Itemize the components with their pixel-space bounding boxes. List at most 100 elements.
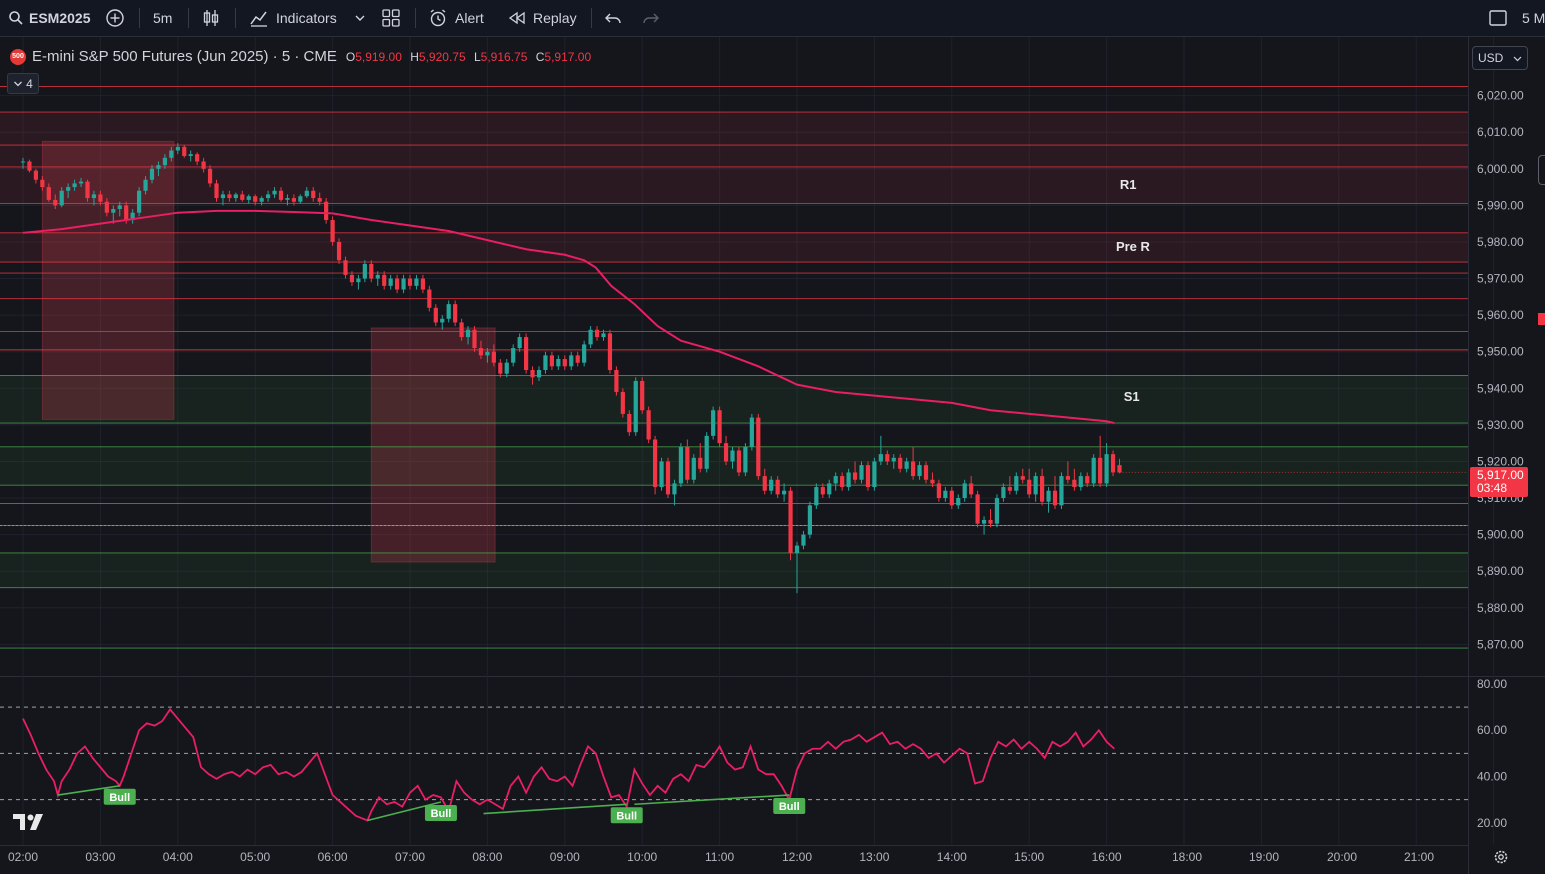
rsi-line [22, 707, 1115, 822]
rsi-pane [0, 677, 1468, 845]
layouts-button[interactable] [381, 0, 401, 36]
candle-body [569, 355, 574, 367]
replay-button[interactable]: Replay [508, 0, 577, 36]
side-panel-handle[interactable] [1538, 155, 1545, 185]
symbol-logo-badge: 500 [10, 48, 26, 65]
candle-body [53, 199, 58, 206]
toolbar-divider [139, 8, 140, 28]
toolbar-divider [591, 8, 592, 28]
candle-body [575, 355, 580, 363]
candle-body [769, 479, 774, 491]
chart-canvas[interactable]: Bull Bull Bull Bull 6,020.00 6,010.00 6,000.00… [0, 37, 1545, 874]
time-axis-label: 19:00 [1249, 850, 1279, 864]
candle-body [717, 410, 722, 444]
candle-body [885, 454, 890, 462]
candle-body [678, 446, 683, 484]
undo-button[interactable] [604, 0, 622, 36]
candle-body [27, 161, 32, 171]
candle-body [711, 410, 716, 436]
indicators-button[interactable]: Indicators [249, 0, 337, 36]
candle-body [349, 274, 355, 283]
zone-support [0, 375, 1468, 424]
tradingview-logo[interactable] [12, 812, 46, 838]
chart-type-button[interactable] [201, 0, 221, 36]
candle-body [472, 329, 477, 349]
candle-body [491, 351, 496, 363]
candle-body [240, 194, 245, 200]
toolbar-divider [415, 8, 416, 28]
compare-symbol-button[interactable] [105, 0, 125, 36]
candle-body [304, 190, 309, 197]
candle-body [672, 483, 677, 495]
candle-body [601, 333, 606, 338]
alert-label: Alert [455, 10, 484, 26]
chart-area[interactable]: Bull Bull Bull Bull 6,020.00 6,010.00 6,000.00… [0, 37, 1545, 874]
time-axis-label: 04:00 [163, 850, 193, 864]
candle-body [865, 465, 871, 488]
candle-body [311, 190, 316, 199]
candle-body [620, 391, 625, 414]
candle-body [182, 146, 187, 156]
time-axis-label: 21:00 [1404, 850, 1434, 864]
candle-body [988, 519, 993, 524]
indicators-dropdown-button[interactable] [354, 0, 366, 36]
bull-label: Bull [109, 792, 130, 804]
candle-body [227, 194, 232, 199]
candle-body [840, 476, 845, 488]
candle-body [788, 490, 793, 553]
time-axis-label: 08:00 [472, 850, 502, 864]
redo-button[interactable] [642, 0, 660, 36]
candle-body [1065, 476, 1070, 480]
candle-body [698, 457, 703, 469]
chart-settings-button[interactable] [1493, 849, 1509, 870]
timeframe-shortcut[interactable]: 5 M [1522, 0, 1545, 36]
fullscreen-button[interactable] [1488, 0, 1508, 36]
zone-resistance [0, 232, 1468, 263]
indicators-collapse-toggle[interactable]: 4 [7, 73, 39, 94]
legend-title: E-mini S&P 500 Futures (Jun 2025) · 5 · … [32, 48, 337, 65]
symbol-search-button[interactable]: ESM2025 [8, 0, 90, 36]
chevron-down-icon [14, 81, 23, 86]
undo-icon [605, 13, 621, 24]
candle-body [1078, 476, 1083, 488]
interval-button[interactable]: 5m [153, 0, 172, 36]
price-axis-label: 5,870.00 [1477, 637, 1524, 651]
chevron-down-icon [1513, 56, 1522, 61]
candle-body [40, 179, 45, 188]
alert-button[interactable]: Alert [428, 0, 484, 36]
candle-body [137, 190, 142, 213]
indicator-count: 4 [26, 76, 33, 91]
bull-label: Bull [616, 810, 637, 822]
candle-body [640, 380, 645, 411]
bullish-divergence-line [483, 803, 627, 815]
candle-body [749, 417, 754, 447]
candle-body [704, 435, 709, 469]
candle-body [1040, 476, 1045, 502]
candle-body [259, 198, 264, 202]
currency-selector[interactable]: USD [1472, 46, 1528, 70]
candle-body [820, 487, 825, 495]
candle-body [246, 196, 251, 200]
candle-body [188, 154, 193, 156]
time-axis-label: 10:00 [627, 850, 657, 864]
candle-body [743, 446, 748, 473]
candle-body [872, 461, 877, 488]
candle-body [207, 168, 213, 184]
candle-body [923, 465, 929, 480]
candle-body [498, 362, 503, 374]
candle-body [407, 278, 413, 286]
pivot-label-s1: S1 [1123, 389, 1140, 405]
candle-body [324, 201, 329, 221]
close-label: C [535, 49, 545, 64]
candle-body [414, 278, 419, 286]
candle-body [459, 322, 464, 338]
candle-body [504, 362, 509, 374]
candle-body [420, 278, 425, 290]
candle-body [911, 461, 916, 477]
time-axis-label: 06:00 [318, 850, 348, 864]
candle-body [627, 413, 632, 433]
redo-icon [643, 13, 659, 24]
candle-body [369, 263, 374, 279]
indicators-label: Indicators [276, 10, 337, 26]
time-axis-label: 09:00 [550, 850, 580, 864]
